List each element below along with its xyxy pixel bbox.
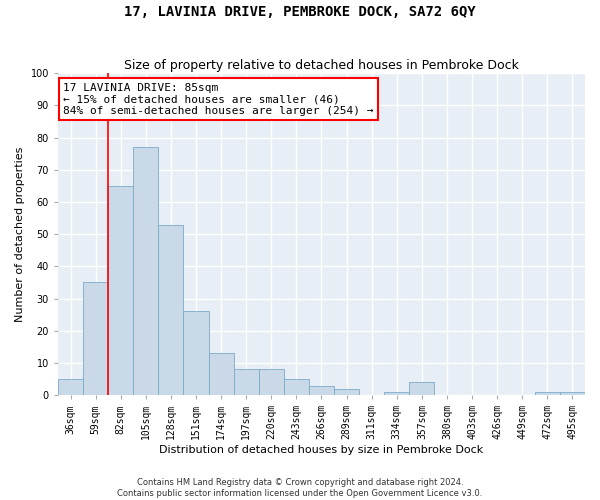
Bar xyxy=(184,312,209,395)
Y-axis label: Number of detached properties: Number of detached properties xyxy=(15,146,25,322)
Text: 17 LAVINIA DRIVE: 85sqm
← 15% of detached houses are smaller (46)
84% of semi-de: 17 LAVINIA DRIVE: 85sqm ← 15% of detache… xyxy=(63,83,374,116)
Bar xyxy=(133,147,158,395)
Text: 17, LAVINIA DRIVE, PEMBROKE DOCK, SA72 6QY: 17, LAVINIA DRIVE, PEMBROKE DOCK, SA72 6… xyxy=(124,5,476,19)
Text: Contains HM Land Registry data © Crown copyright and database right 2024.
Contai: Contains HM Land Registry data © Crown c… xyxy=(118,478,482,498)
Bar xyxy=(233,370,259,395)
Title: Size of property relative to detached houses in Pembroke Dock: Size of property relative to detached ho… xyxy=(124,59,519,72)
Bar xyxy=(108,186,133,395)
Bar xyxy=(83,282,108,395)
Bar xyxy=(284,379,309,395)
Bar xyxy=(58,379,83,395)
Bar xyxy=(409,382,434,395)
Bar xyxy=(158,224,184,395)
Bar xyxy=(209,354,233,395)
Bar xyxy=(259,370,284,395)
Bar xyxy=(384,392,409,395)
X-axis label: Distribution of detached houses by size in Pembroke Dock: Distribution of detached houses by size … xyxy=(160,445,484,455)
Bar xyxy=(309,386,334,395)
Bar xyxy=(560,392,585,395)
Bar xyxy=(334,388,359,395)
Bar xyxy=(535,392,560,395)
